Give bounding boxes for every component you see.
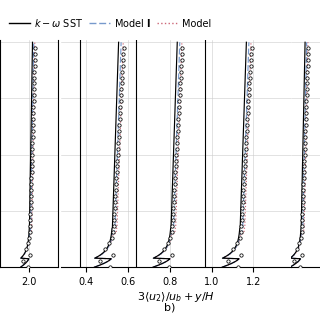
Text: b): b)	[164, 302, 175, 312]
Legend: $k-\omega$ SST, Model $\mathbf{I}$, Model: $k-\omega$ SST, Model $\mathbf{I}$, Mode…	[5, 13, 216, 33]
X-axis label: $3\langle u_2\rangle/u_b + y/H$: $3\langle u_2\rangle/u_b + y/H$	[137, 290, 215, 304]
